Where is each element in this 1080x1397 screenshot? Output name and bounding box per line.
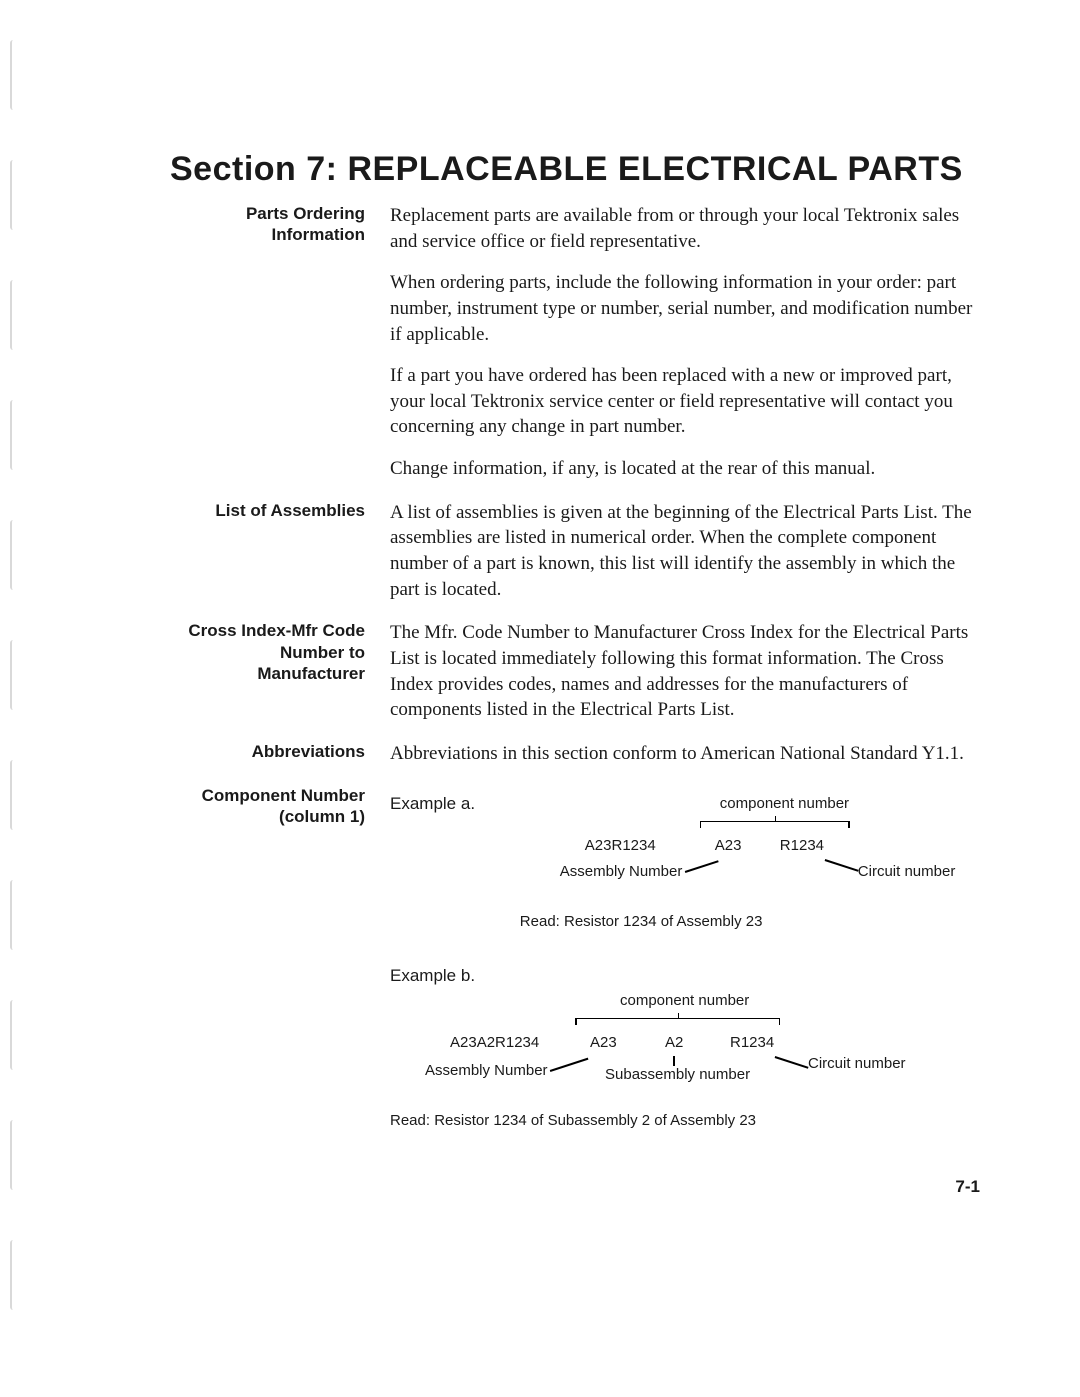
section-cross-index: Cross Index-Mfr Code Number to Manufactu… [170,620,980,723]
brace-icon [700,821,850,830]
example-b-code: A23A2R1234 [450,1034,539,1052]
example-b-label: Example b. [390,965,475,988]
example-a-code: A23R1234 [585,837,656,855]
label-list-assemblies: List of Assemblies [170,500,390,521]
paragraph: When ordering parts, include the followi… [390,270,980,347]
label-abbreviations: Abbreviations [170,741,390,762]
label-component-number: Component Number (column 1) [170,785,390,828]
binder-artifact [10,40,50,1340]
section-parts-ordering: Parts Ordering Information Replacement p… [170,203,980,482]
example-a-read: Read: Resistor 1234 of Assembly 23 [520,913,940,931]
lead-line [673,1056,675,1066]
subassembly-number-caption: Subassembly number [605,1066,750,1084]
section-list-assemblies: List of Assemblies A list of assemblies … [170,500,980,603]
label-cross-index: Cross Index-Mfr Code Number to Manufactu… [170,620,390,684]
example-b-diagram: component number A23A2R1234 A23 A2 R1234… [390,990,870,1130]
paragraph: Replacement parts are available from or … [390,203,980,254]
example-a-circuit-part: R1234 [780,837,824,855]
paragraph: Abbreviations in this section conform to… [390,741,980,767]
section-title: Section 7: REPLACEABLE ELECTRICAL PARTS [170,150,980,189]
paragraph: The Mfr. Code Number to Manufacturer Cro… [390,620,980,723]
example-b-assembly-part: A23 [590,1034,617,1052]
example-b-block: Example b. component number A23A2R1234 A… [390,965,980,1131]
title-prefix: Section 7: [170,150,337,188]
brace-icon [575,1018,780,1027]
example-a-assembly-part: A23 [715,837,742,855]
page: Section 7: REPLACEABLE ELECTRICAL PARTS … [0,0,1080,1397]
lead-line [825,859,859,871]
title-main: REPLACEABLE ELECTRICAL PARTS [347,150,962,188]
label-parts-ordering: Parts Ordering Information [170,203,390,246]
lead-line [775,1056,809,1068]
example-b-subassembly-part: A2 [665,1034,683,1052]
lead-line [685,860,719,872]
lead-line [550,1058,589,1072]
section-abbreviations: Abbreviations Abbreviations in this sect… [170,741,980,767]
body-cross-index: The Mfr. Code Number to Manufacturer Cro… [390,620,980,723]
page-number: 7-1 [955,1177,980,1197]
body-parts-ordering: Replacement parts are available from or … [390,203,980,482]
body-list-assemblies: A list of assemblies is given at the beg… [390,500,980,603]
example-b-circuit-part: R1234 [730,1034,774,1052]
example-b-read: Read: Resistor 1234 of Subassembly 2 of … [390,1112,870,1130]
example-a-diagram: component number A23R1234 A23 R1234 Asse [520,793,940,931]
section-component-number: Component Number (column 1) Example a. c… [170,785,980,1151]
paragraph: If a part you have ordered has been repl… [390,363,980,440]
component-number-caption: component number [620,992,749,1010]
component-number-caption: component number [720,795,849,813]
circuit-number-caption: Circuit number [858,863,956,881]
assembly-number-caption: Assembly Number [425,1062,548,1080]
paragraph: Change information, if any, is located a… [390,456,980,482]
assembly-number-caption: Assembly Number [560,863,683,881]
body-component-number: Example a. component number A23R1234 A23… [390,785,980,1151]
body-abbreviations: Abbreviations in this section conform to… [390,741,980,767]
circuit-number-caption: Circuit number [808,1056,906,1072]
paragraph: A list of assemblies is given at the beg… [390,500,980,603]
example-a-label: Example a. [390,793,475,816]
example-a-block: Example a. component number A23R1234 A23… [390,793,980,931]
